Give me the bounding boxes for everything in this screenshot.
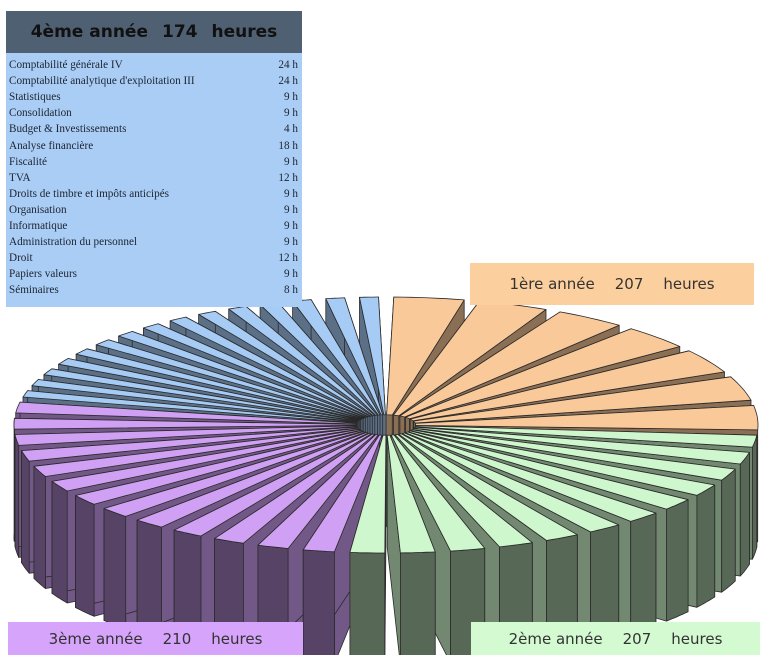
- year1-hours: 207: [615, 275, 644, 293]
- year1-label: 1ère année 207 heures: [470, 263, 754, 305]
- course-name: Fiscalité: [9, 156, 47, 168]
- course-list: Comptabilité générale IV 24 h Comptabilit…: [6, 53, 302, 298]
- year2-year: 2ème année: [509, 630, 603, 648]
- course-row: Papiers valeurs 9 h: [9, 266, 298, 282]
- slice-outer-face: [631, 513, 656, 633]
- course-name: Droit: [9, 252, 33, 264]
- course-name: Budget & Investissements: [9, 123, 126, 135]
- course-hours: 8 h: [278, 284, 298, 296]
- slice-outer-face: [14, 418, 15, 541]
- slice-outer-face: [740, 452, 749, 576]
- year1-year: 1ère année: [509, 275, 594, 293]
- slice-outer-face: [22, 451, 30, 574]
- course-hours: 9 h: [278, 268, 298, 280]
- course-row: Administration du personnel 9 h: [9, 234, 298, 250]
- slice-outer-face: [697, 485, 715, 607]
- course-hours: 12 h: [272, 252, 298, 264]
- course-hours: 18 h: [272, 140, 298, 152]
- year4-total: 174: [162, 22, 198, 42]
- course-row: Statistiques 9 h: [9, 89, 298, 105]
- slice-outer-face: [303, 550, 334, 655]
- course-hours: 9 h: [278, 91, 298, 103]
- year4-unit: heures: [211, 22, 277, 42]
- course-name: Séminaires: [9, 284, 59, 296]
- slice-outer-face: [722, 469, 736, 592]
- course-name: Statistiques: [9, 91, 61, 103]
- year4-panel: 4ème année 174 heures Comptabilité génér…: [6, 11, 302, 307]
- year3-unit: heures: [211, 630, 262, 648]
- course-name: Comptabilité analytique d'exploitation I…: [9, 75, 195, 87]
- year3-year: 3ème année: [49, 630, 143, 648]
- course-hours: 12 h: [272, 172, 298, 184]
- course-hours: 9 h: [278, 204, 298, 216]
- course-hours: 9 h: [278, 107, 298, 119]
- course-hours: 9 h: [278, 188, 298, 200]
- slice-outer-face: [752, 435, 756, 559]
- course-name: Comptabilité générale IV: [9, 59, 123, 71]
- course-name: Consolidation: [9, 107, 72, 119]
- course-name: Administration du personnel: [9, 236, 137, 248]
- slice-outer-face: [76, 496, 95, 617]
- course-name: Analyse financière: [9, 140, 93, 152]
- course-row: Fiscalité 9 h: [9, 154, 298, 170]
- slice-outer-face: [15, 435, 19, 558]
- course-row: Budget & Investissements 4 h: [9, 121, 298, 137]
- course-hours: 4 h: [278, 123, 298, 135]
- slice-outer-face: [34, 466, 46, 588]
- year2-unit: heures: [671, 630, 722, 648]
- slice-outer-face: [104, 509, 126, 629]
- course-row: Comptabilité analytique d'exploitation I…: [9, 73, 298, 89]
- course-row: Droit 12 h: [9, 250, 298, 266]
- year2-hours: 207: [623, 630, 652, 648]
- year3-label: 3ème année 210 heures: [8, 622, 303, 655]
- course-name: Droits de timbre et impôts anticipés: [9, 188, 169, 200]
- course-hours: 9 h: [278, 156, 298, 168]
- year4-title: 4ème année: [31, 22, 148, 42]
- course-row: Droits de timbre et impôts anticipés 9 h: [9, 186, 298, 202]
- course-row: TVA 12 h: [9, 170, 298, 186]
- year4-header: 4ème année 174 heures: [6, 11, 302, 53]
- year2-label: 2ème année 207 heures: [471, 622, 760, 655]
- course-hours: 9 h: [278, 236, 298, 248]
- year1-unit: heures: [663, 275, 714, 293]
- course-hours: 24 h: [272, 59, 298, 71]
- course-hours: 24 h: [272, 75, 298, 87]
- slice-outer-face: [52, 481, 67, 603]
- year3-hours: 210: [163, 630, 192, 648]
- course-name: TVA: [9, 172, 31, 184]
- slice-outer-face: [666, 500, 688, 621]
- slice-outer-face: [350, 552, 385, 655]
- course-name: Informatique: [9, 220, 67, 232]
- course-row: Comptabilité générale IV 24 h: [9, 57, 298, 73]
- course-row: Analyse financière 18 h: [9, 137, 298, 153]
- course-row: Organisation 9 h: [9, 202, 298, 218]
- slice-outer-face: [400, 552, 435, 655]
- course-hours: 9 h: [278, 220, 298, 232]
- course-name: Papiers valeurs: [9, 268, 77, 280]
- course-row: Informatique 9 h: [9, 218, 298, 234]
- course-row: Séminaires 8 h: [9, 282, 298, 298]
- course-name: Organisation: [9, 204, 67, 216]
- course-row: Consolidation 9 h: [9, 105, 298, 121]
